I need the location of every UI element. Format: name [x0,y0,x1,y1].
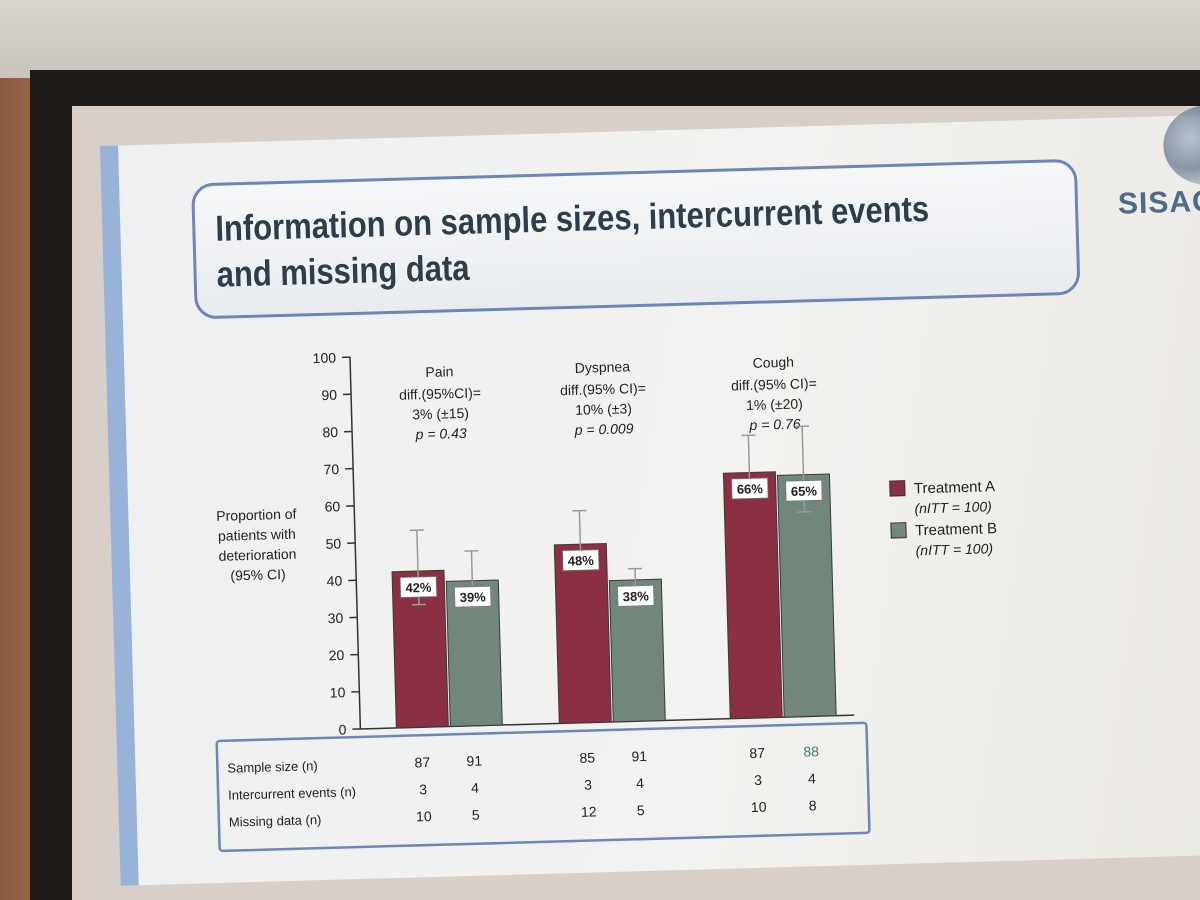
legend-label: Treatment B [915,520,997,539]
data-label: 39% [460,589,487,605]
summary-table-border [215,721,871,853]
table-cell: 10 [416,808,432,824]
table-cell: 91 [631,748,647,764]
table-cell: 10 [751,799,767,815]
legend-swatch [890,522,907,539]
annotation-text: p = 0.76 [748,416,801,433]
table-cell: 91 [466,753,482,769]
y-tick-label: 50 [325,535,341,551]
legend-swatch [889,480,906,497]
table-cell: 4 [808,770,816,786]
table-row-label: Intercurrent events (n) [228,784,356,803]
annotation-text: p = 0.009 [573,420,633,438]
category-label: Pain [425,363,453,380]
slide: Information on sample sizes, intercurren… [100,103,1200,886]
data-label: 65% [791,483,818,499]
y-tick-label: 30 [327,610,343,626]
y-tick-label: 90 [321,387,337,403]
annotation-text: 1% (±20) [746,395,803,413]
data-label: 42% [405,580,432,596]
table-cell: 5 [472,807,480,823]
y-axis-label: Proportion of [216,506,297,524]
ceiling [0,0,1200,78]
category-label: Dyspnea [575,358,631,376]
legend-label: Treatment A [914,478,996,497]
data-label: 48% [568,553,595,569]
chart: 0 10 20 30 40 50 60 70 80 90 100 Proportion of patie… [215,349,997,853]
y-axis-label: patients with [218,526,296,544]
data-label: 66% [737,481,764,497]
table-cell: 87 [749,745,765,761]
table-cell: 3 [419,781,427,797]
projection-screen: Information on sample sizes, intercurren… [72,103,1200,900]
annotation-text: diff.(95%CI)= [399,384,481,402]
data-label-box [785,479,823,502]
y-tick-label: 20 [329,647,345,663]
y-tick-label: 10 [330,684,346,700]
bar [776,473,837,718]
table-row-label: Sample size (n) [227,758,318,776]
data-label-box [399,576,438,598]
table-cell: 85 [579,749,595,765]
data-label-box [562,549,600,572]
y-tick-label: 80 [322,424,338,440]
y-tick-label: 60 [324,498,340,514]
data-label: 38% [623,588,650,604]
y-tick-label: 70 [323,461,339,477]
table-cell: 88 [803,743,819,759]
annotation-text: 3% (±15) [412,405,469,423]
legend-n-label: (nITT = 100) [914,498,992,516]
y-tick-label: 40 [326,573,342,589]
y-tick-label: 0 [338,721,346,737]
table-cell: 3 [754,772,762,788]
table-cell: 4 [636,775,644,791]
table-cell: 5 [637,802,645,818]
table-cell: 8 [809,797,817,813]
annotation-text: p = 0.43 [414,425,467,442]
bar [722,471,783,720]
annotation-text: diff.(95% CI)= [560,380,646,398]
table-row-label: Missing data (n) [229,812,322,830]
y-axis-label: (95% CI) [230,566,286,584]
data-label-box [617,584,655,607]
table-cell: 4 [471,780,479,796]
table-cell: 3 [584,777,592,793]
y-tick-label: 100 [312,349,336,366]
table-cell: 87 [414,754,430,770]
data-label-box [454,585,492,608]
annotation-text: diff.(95% CI)= [731,375,817,393]
category-label: Cough [752,354,794,371]
data-label-box [731,477,769,500]
legend-n-label: (nITT = 100) [915,540,993,558]
y-axis-label: deterioration [218,546,296,564]
annotation-text: 10% (±3) [575,400,632,418]
table-cell: 12 [581,803,597,819]
